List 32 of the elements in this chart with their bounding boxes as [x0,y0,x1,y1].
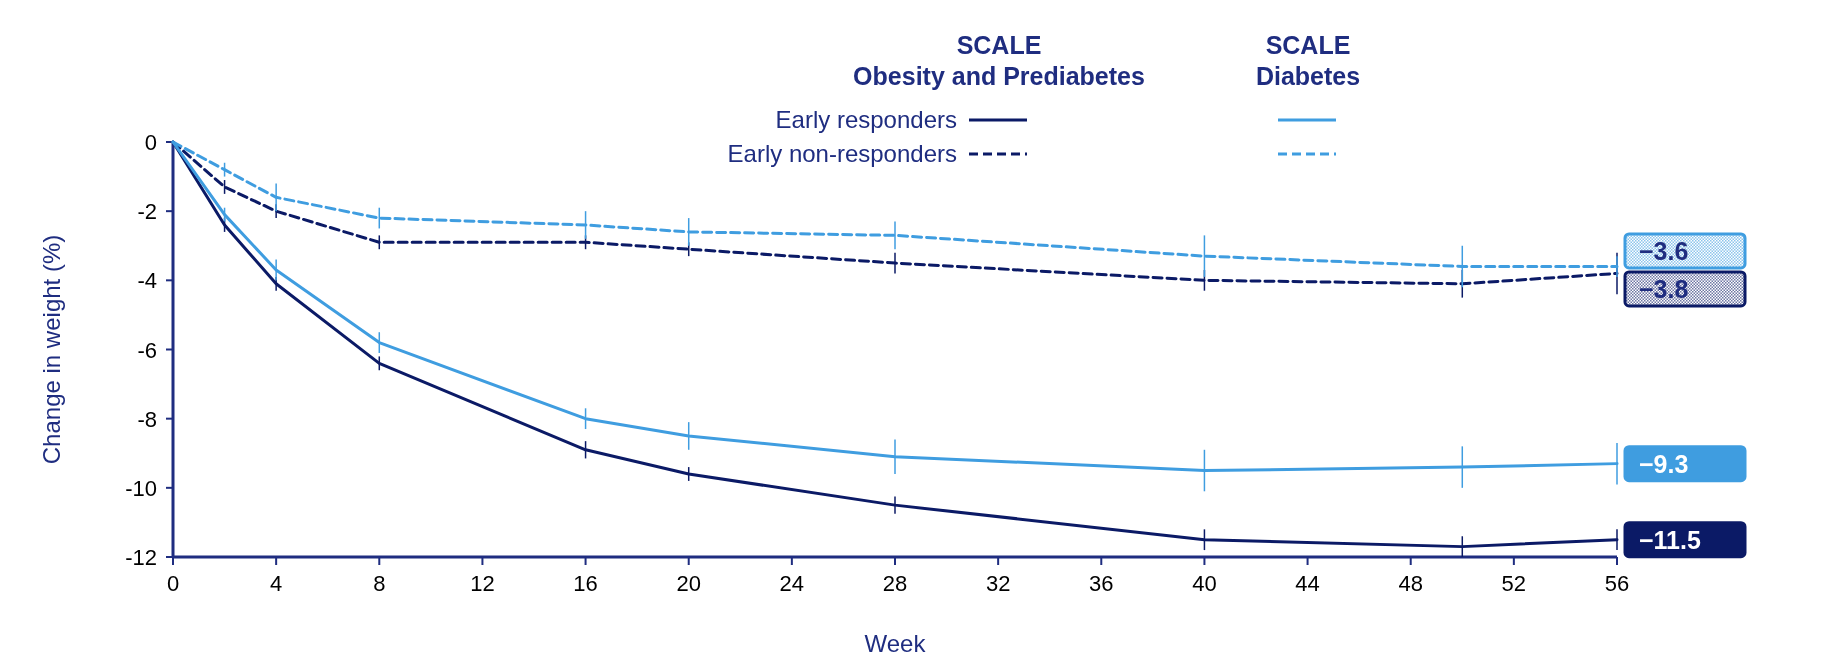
x-tick-label: 16 [573,571,598,596]
y-tick-label: -2 [137,199,157,225]
x-tick-label: 44 [1295,571,1320,596]
data-label: −3.6 [1639,236,1689,265]
y-axis-title: Change in weight (%) [38,234,65,465]
data-label: −9.3 [1639,449,1689,478]
data-label: −11.5 [1639,525,1701,554]
legend-label: Early responders [775,106,957,133]
y-tick-label: -8 [137,406,157,432]
x-tick-label: 24 [779,571,805,596]
x-tick-label: 20 [676,571,701,596]
x-tick-label: 28 [882,571,908,596]
y-tick-label: -6 [137,337,157,363]
data-label: −3.8 [1639,274,1689,303]
x-tick-label: 12 [470,571,495,596]
x-tick-label: 32 [985,571,1011,596]
x-tick-label: 48 [1398,571,1423,596]
y-tick-label: -4 [137,268,157,294]
x-axis-title: Week [864,630,927,657]
x-tick-label: 0 [166,571,180,596]
y-tick-label: -10 [125,475,157,501]
x-tick-label: 4 [270,571,283,596]
text: SCALE Diabetes [1255,31,1361,90]
x-tick-label: 56 [1604,571,1630,596]
legend-label: Early non-responders [727,140,957,167]
text: SCALE Obesity and Prediabetes [853,31,1145,90]
x-tick-label: 36 [1089,571,1114,596]
x-tick-label: 52 [1501,571,1527,596]
x-tick-label: 40 [1192,571,1217,596]
y-tick-label: 0 [144,130,157,155]
x-tick-label: 8 [373,571,386,596]
y-tick-label: -12 [125,545,157,570]
